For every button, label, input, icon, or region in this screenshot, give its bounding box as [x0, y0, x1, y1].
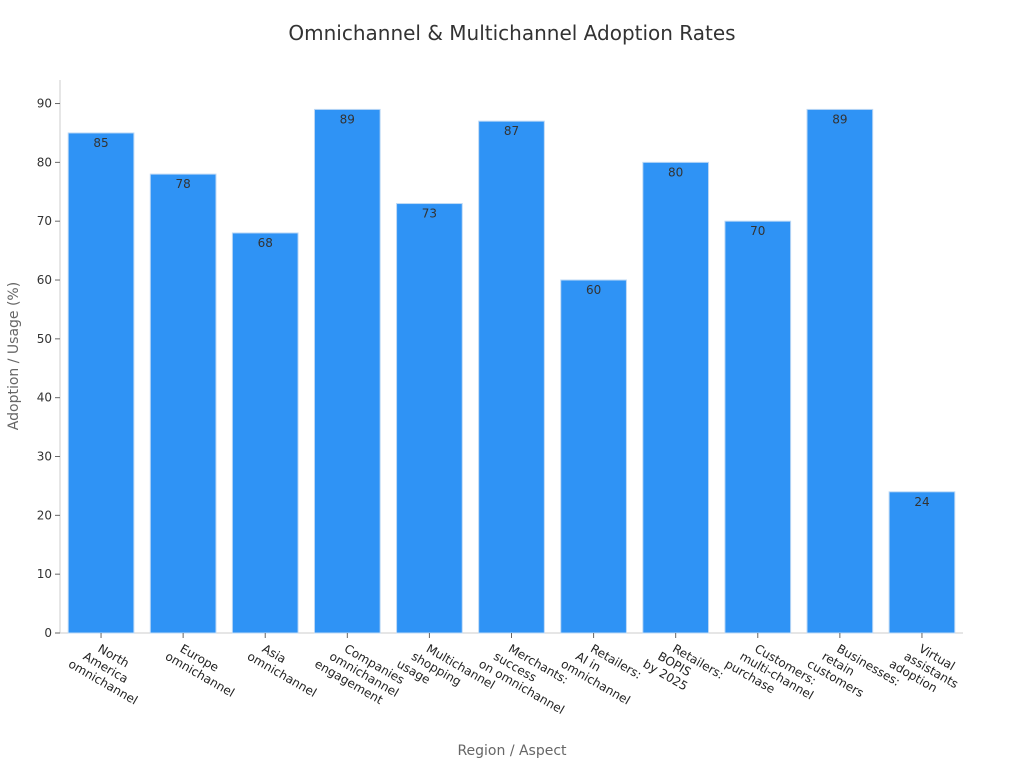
chart-title: Omnichannel & Multichannel Adoption Rate…	[288, 21, 735, 45]
x-tick-label: Businesses:retaincustomers	[805, 632, 903, 713]
bar	[67, 132, 135, 634]
x-tick-label: Merchants:successon omnichannel	[476, 632, 580, 716]
bar-value-label: 80	[668, 165, 683, 179]
y-tick-label: 0	[44, 626, 52, 640]
x-tick-label: Retailers:AI inomnichannel	[559, 632, 647, 707]
bar	[806, 108, 874, 634]
x-tick-label: Multichannelshoppingusage	[394, 632, 497, 716]
bar-value-label: 89	[832, 112, 847, 126]
bar	[724, 220, 792, 634]
y-axis-label: Adoption / Usage (%)	[6, 282, 22, 430]
y-tick-label: 50	[37, 332, 52, 346]
bar	[231, 232, 299, 634]
x-tick-label: Virtualassistantsadoption	[887, 632, 968, 703]
x-tick-labels: NorthAmericaomnichannel Europeomnichannel…	[66, 632, 968, 717]
y-tick-label: 70	[37, 214, 52, 228]
bar-value-label: 24	[914, 495, 929, 509]
y-tick-label: 40	[37, 391, 52, 405]
bars	[67, 108, 956, 634]
y-tick-label: 80	[37, 155, 52, 169]
bar	[478, 120, 545, 634]
bar	[149, 173, 217, 634]
bar-value-label: 87	[504, 124, 519, 138]
x-tick-label: NorthAmericaomnichannel	[66, 632, 154, 707]
bar	[888, 491, 956, 634]
y-tick-label: 60	[37, 273, 52, 287]
bar-value-label: 68	[258, 236, 273, 250]
bar-value-label: 85	[93, 136, 108, 150]
x-tick-label: Companiesomnichannelengagement	[312, 632, 408, 712]
bar-value-label: 70	[750, 224, 765, 238]
x-axis-label: Region / Aspect	[457, 743, 567, 759]
bar-value-label: 73	[422, 207, 437, 221]
y-tick-label: 20	[37, 508, 52, 522]
bar-value-label: 60	[586, 283, 601, 297]
bar	[396, 203, 463, 634]
x-tick-label: Europeomnichannel	[163, 637, 244, 700]
y-ticks: 0 10 20 30 40 50 60 70 80 90	[37, 97, 60, 640]
bar	[560, 279, 627, 634]
bar	[642, 161, 710, 634]
y-tick-label: 30	[37, 450, 52, 464]
x-tick-label: Retailers:BOPISby 2025	[641, 632, 727, 706]
y-tick-label: 90	[37, 97, 52, 111]
bar	[313, 108, 381, 634]
bar-labels: 85 78 68 89 73 87 60 80 70 89 24	[93, 112, 929, 508]
y-tick-label: 10	[37, 567, 52, 581]
x-tick-label: Customers:multi-channelpurchase	[723, 632, 823, 714]
bar-value-label: 89	[340, 112, 355, 126]
bar-value-label: 78	[175, 177, 190, 191]
